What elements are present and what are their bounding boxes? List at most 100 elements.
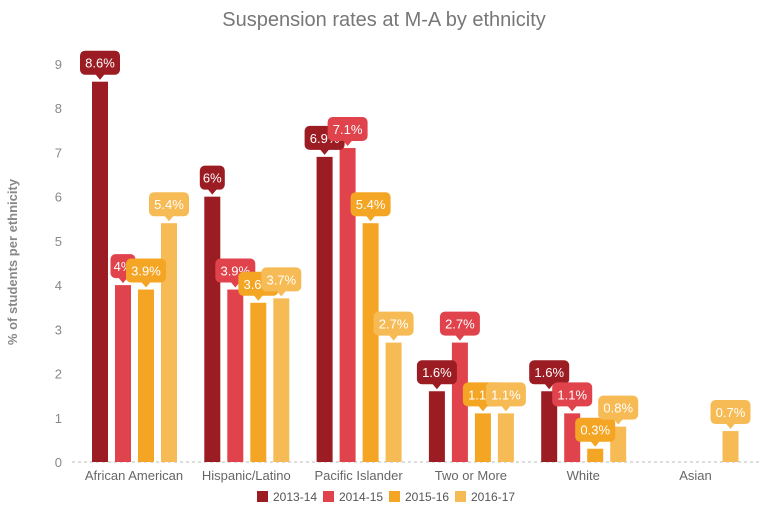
data-label-text: 3.9% xyxy=(131,264,161,279)
bar[interactable] xyxy=(497,413,514,462)
data-label-pointer xyxy=(725,423,736,430)
data-label-pointer xyxy=(365,215,376,222)
y-tick-label: 9 xyxy=(55,57,62,72)
data-label-text: 8.6% xyxy=(85,56,115,71)
data-label-bubble xyxy=(373,311,414,336)
data-label: 2.7% xyxy=(439,311,480,341)
data-label: 8.6% xyxy=(80,50,120,80)
data-label: 1.1% xyxy=(552,382,593,412)
legend-label: 2013-14 xyxy=(273,490,317,504)
data-label-bubble xyxy=(149,192,189,217)
data-label-pointer xyxy=(590,440,601,447)
data-label-pointer xyxy=(276,290,287,297)
data-label: 1.6% xyxy=(529,360,570,390)
data-label-pointer xyxy=(95,73,105,80)
y-tick-label: 3 xyxy=(55,322,62,337)
bar[interactable] xyxy=(385,342,402,462)
data-label-text: 5.4% xyxy=(356,197,386,212)
data-label-pointer xyxy=(164,215,174,222)
data-label: 3.7% xyxy=(261,267,302,297)
chart-title: Suspension rates at M-A by ethnicity xyxy=(222,9,546,31)
data-label: 0.3% xyxy=(575,417,616,447)
data-label-pointer xyxy=(342,140,353,147)
data-label-text: 2.7% xyxy=(379,317,409,332)
x-tick-label: Hispanic/Latino xyxy=(202,468,291,483)
y-tick-label: 7 xyxy=(55,145,62,160)
data-label: 6% xyxy=(199,165,225,195)
data-label-bubble xyxy=(80,50,120,75)
data-label-pointer xyxy=(319,148,330,155)
data-label-text: 1.1% xyxy=(557,387,587,402)
data-label-pointer xyxy=(454,334,465,341)
data-label-text: 3.7% xyxy=(266,272,296,287)
bar[interactable] xyxy=(204,196,221,462)
data-label-text: 0.3% xyxy=(580,423,610,438)
bar[interactable] xyxy=(138,289,154,462)
data-label-pointer xyxy=(141,281,151,288)
bar[interactable] xyxy=(362,223,379,462)
data-label-pointer xyxy=(477,405,488,412)
bar[interactable] xyxy=(92,81,108,462)
bar[interactable] xyxy=(541,391,558,462)
data-label-pointer xyxy=(613,418,624,425)
data-label: 5.4% xyxy=(350,192,391,222)
data-label-bubble xyxy=(710,400,751,425)
bar[interactable] xyxy=(587,448,604,462)
data-label-bubble xyxy=(416,360,457,385)
data-label-bubble xyxy=(439,311,480,336)
y-tick-label: 4 xyxy=(55,278,62,293)
bar[interactable] xyxy=(722,431,739,462)
data-label-bubble xyxy=(598,395,639,420)
bar[interactable] xyxy=(428,391,445,462)
bar[interactable] xyxy=(339,148,356,462)
data-label: 3.9% xyxy=(126,258,166,288)
y-tick-label: 1 xyxy=(55,411,62,426)
data-label-text: 7.1% xyxy=(333,122,363,137)
data-label-pointer xyxy=(207,188,218,195)
bar[interactable] xyxy=(161,223,177,462)
x-tick-label: African American xyxy=(85,468,183,483)
y-axis-label: % of students per ethnicity xyxy=(5,178,20,345)
legend-swatch xyxy=(257,491,268,502)
data-label: 1.6% xyxy=(416,360,457,390)
legend-item[interactable]: 2014-15 xyxy=(323,490,383,504)
bar[interactable] xyxy=(115,285,131,462)
legend-swatch xyxy=(389,491,400,502)
data-label-text: 1.6% xyxy=(422,365,452,380)
data-label: 0.7% xyxy=(710,400,751,430)
data-label-pointer xyxy=(431,383,442,390)
data-label-pointer xyxy=(500,405,511,412)
bar[interactable] xyxy=(227,289,244,462)
legend-label: 2016-17 xyxy=(471,490,515,504)
bar[interactable] xyxy=(250,302,267,462)
legend-label: 2014-15 xyxy=(339,490,383,504)
data-label-pointer xyxy=(253,294,264,301)
legend-item[interactable]: 2015-16 xyxy=(389,490,449,504)
data-label-pointer xyxy=(230,281,241,288)
bar[interactable] xyxy=(474,413,491,462)
legend-item[interactable]: 2013-14 xyxy=(257,490,317,504)
legend-item[interactable]: 2016-17 xyxy=(455,490,515,504)
data-label: 7.1% xyxy=(327,117,368,147)
bar[interactable] xyxy=(316,156,333,462)
data-label-bubble xyxy=(485,382,526,407)
data-label-bubble xyxy=(327,117,368,142)
x-tick-label: Two or More xyxy=(435,468,507,483)
data-label-bubble xyxy=(199,165,225,190)
data-label-text: 5.4% xyxy=(154,197,184,212)
data-label-pointer xyxy=(118,277,128,284)
legend-label: 2015-16 xyxy=(405,490,449,504)
legend-swatch xyxy=(455,491,466,502)
data-label: 1.1% xyxy=(485,382,526,412)
data-label-bubble xyxy=(126,258,166,283)
y-tick-label: 2 xyxy=(55,367,62,382)
bar[interactable] xyxy=(273,298,290,462)
y-tick-label: 8 xyxy=(55,101,62,116)
data-label-pointer xyxy=(388,334,399,341)
x-tick-label: White xyxy=(567,468,600,483)
data-label-text: 6% xyxy=(203,171,222,186)
data-label-text: 0.7% xyxy=(716,405,746,420)
legend-swatch xyxy=(323,491,334,502)
data-label-pointer xyxy=(567,405,578,412)
